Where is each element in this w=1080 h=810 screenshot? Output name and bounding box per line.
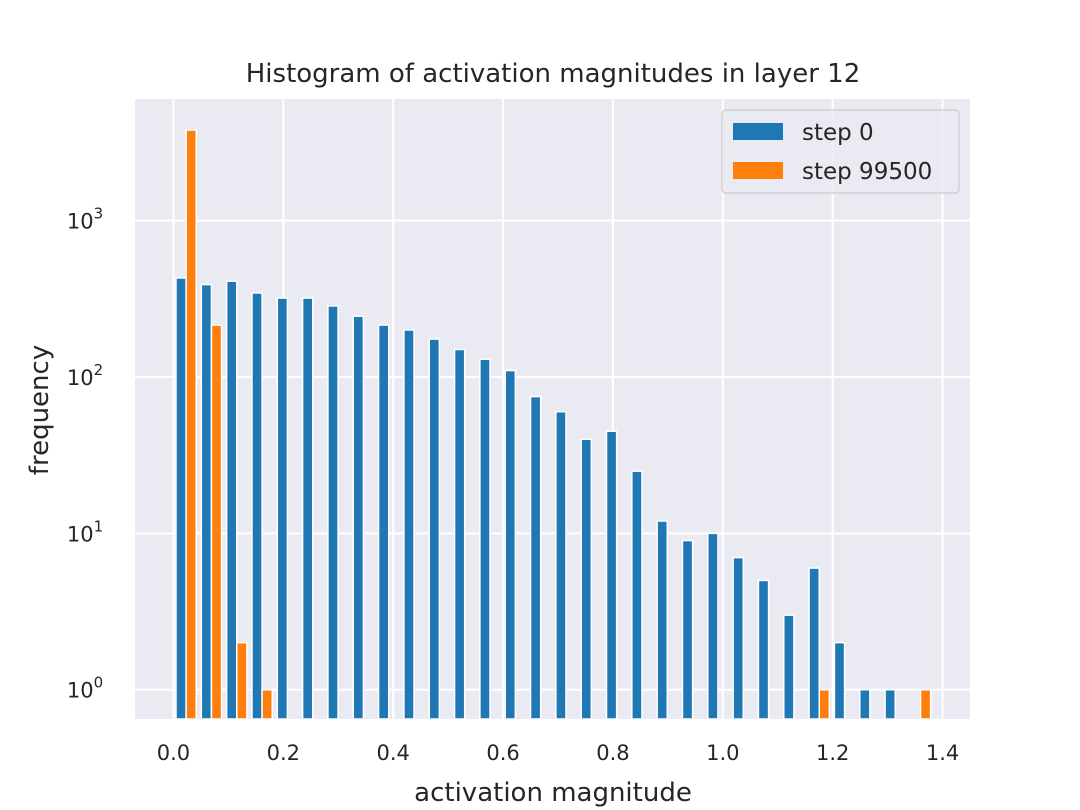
- y-tick-label: 102: [67, 361, 103, 390]
- bar-step-99500: [261, 688, 273, 720]
- bar-step-0: [352, 315, 365, 720]
- y-tick-labels: 100 101 102 103: [67, 205, 103, 703]
- legend-swatch-step-0: [733, 123, 783, 140]
- y-tick-label: 101: [67, 517, 103, 546]
- x-tick-label: 1.0: [706, 741, 739, 765]
- bar-step-99500: [919, 688, 932, 720]
- x-tick-label: 0.6: [486, 741, 519, 765]
- bar-step-0: [403, 329, 415, 720]
- bar-step-0: [783, 614, 795, 720]
- legend-label-step-99500: step 99500: [802, 159, 932, 185]
- bar-step-0: [555, 410, 567, 720]
- bar-step-0: [175, 277, 187, 720]
- bar-step-0: [529, 395, 542, 720]
- bar-step-99500: [185, 129, 197, 720]
- bar-step-0: [504, 369, 517, 720]
- x-tick-label: 1.4: [926, 741, 959, 765]
- bar-step-0: [757, 579, 770, 720]
- x-tick-labels: 0.0 0.2 0.4 0.6 0.8 1.0 1.2 1.4: [157, 741, 959, 765]
- bar-step-0: [428, 338, 441, 720]
- bar-step-0: [656, 520, 669, 720]
- bar-step-0: [301, 297, 314, 720]
- bar-step-0: [605, 430, 618, 720]
- bars: [175, 129, 932, 720]
- bar-step-0: [833, 641, 846, 720]
- bar-step-0: [707, 532, 719, 720]
- legend: step 0 step 99500: [721, 109, 960, 194]
- bar-step-0: [453, 348, 466, 720]
- bar-step-0: [859, 688, 871, 720]
- bar-step-0: [225, 280, 238, 720]
- y-tick-label: 100: [67, 674, 103, 703]
- x-tick-label: 0.4: [376, 741, 409, 765]
- legend-label-step-0: step 0: [802, 120, 874, 146]
- bar-step-99500: [818, 688, 831, 720]
- bar-step-0: [479, 358, 491, 720]
- bar-step-0: [327, 305, 339, 720]
- bar-step-0: [377, 324, 390, 720]
- bar-step-0: [808, 567, 820, 720]
- bar-step-0: [681, 539, 694, 720]
- bar-step-0: [580, 438, 593, 720]
- y-tick-label: 103: [67, 205, 103, 234]
- chart-title: Histogram of activation magnitudes in la…: [246, 59, 861, 89]
- x-tick-label: 0.0: [157, 741, 190, 765]
- bar-step-99500: [210, 324, 223, 720]
- bar-step-0: [276, 297, 289, 720]
- bar-step-99500: [236, 641, 248, 720]
- bar-step-0: [732, 556, 745, 720]
- x-axis-label: activation magnitude: [414, 778, 692, 808]
- bar-step-0: [631, 470, 643, 720]
- bar-step-0: [200, 283, 213, 720]
- legend-swatch-step-99500: [733, 162, 783, 179]
- x-tick-label: 0.8: [596, 741, 629, 765]
- x-tick-label: 1.2: [816, 741, 849, 765]
- x-tick-label: 0.2: [267, 741, 300, 765]
- bar-step-0: [884, 688, 896, 720]
- y-axis-label: frequency: [25, 345, 55, 475]
- plot-area: [135, 99, 970, 719]
- bar-step-0: [251, 292, 263, 720]
